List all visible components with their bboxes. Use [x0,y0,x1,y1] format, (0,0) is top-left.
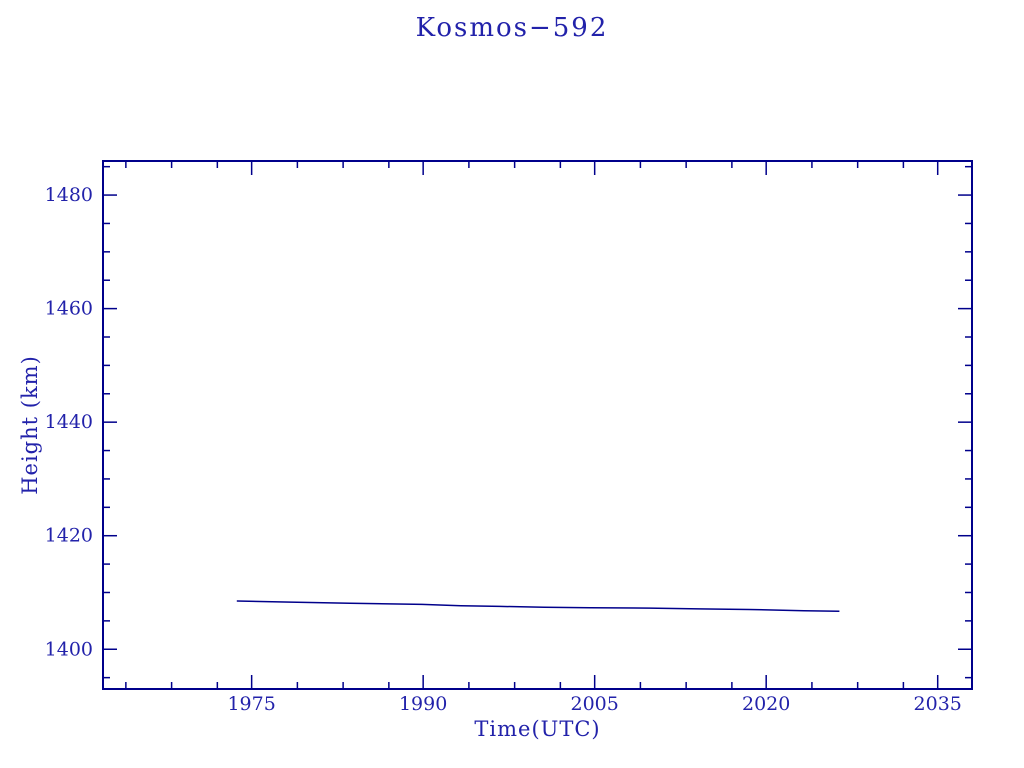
y-tick-label: 1420 [45,525,93,547]
height-history-line [236,600,840,612]
x-tick-label: 2005 [570,693,618,715]
y-tick-label: 1460 [45,298,93,320]
x-tick-label: 2020 [742,693,790,715]
x-tick-label: 1975 [227,693,275,715]
y-tick-label: 1400 [45,638,93,660]
y-tick-label: 1480 [45,184,93,206]
x-axis-label: Time(UTC) [474,717,601,741]
x-tick-label: 1990 [399,693,447,715]
chart-title: Kosmos−592 [415,13,609,43]
plot-frame [102,160,973,690]
y-tick-label: 1440 [45,411,93,433]
x-tick-label: 2035 [914,693,962,715]
